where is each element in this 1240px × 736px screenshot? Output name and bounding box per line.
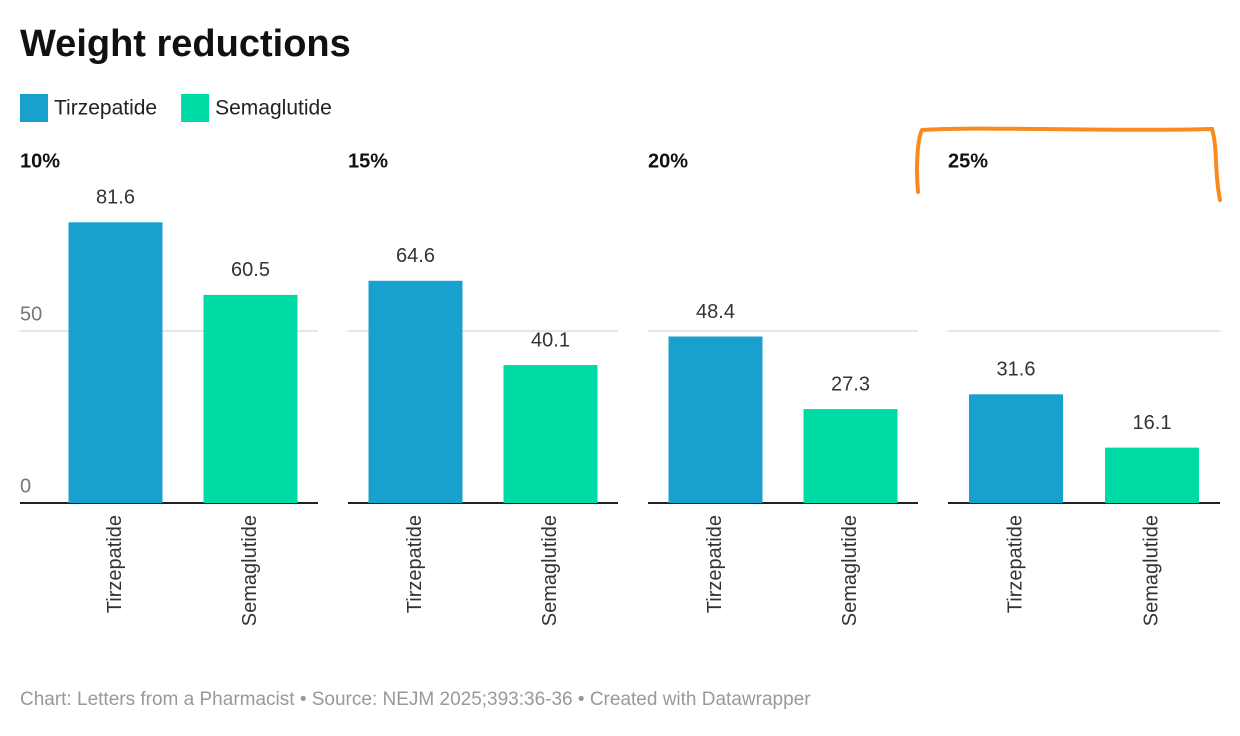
- x-tick-label: Tirzepatide: [704, 515, 726, 613]
- x-tick-label: Tirzepatide: [404, 515, 426, 613]
- bar: [1105, 447, 1199, 503]
- value-label: 16.1: [1133, 412, 1172, 434]
- value-label: 31.6: [997, 359, 1036, 381]
- panel-title: 10%: [20, 150, 60, 172]
- legend-label: Tirzepatide: [54, 97, 157, 120]
- value-label: 27.3: [831, 373, 870, 395]
- bar: [969, 394, 1063, 503]
- bar: [68, 222, 163, 503]
- bar: [803, 409, 898, 503]
- bar: [668, 336, 763, 503]
- x-tick-label: Tirzepatide: [104, 515, 126, 613]
- y-tick-label: 50: [20, 303, 42, 325]
- x-tick-label: Semaglutide: [839, 515, 861, 626]
- panel-title: 25%: [948, 150, 988, 172]
- value-label: 81.6: [96, 187, 135, 209]
- value-label: 40.1: [531, 329, 570, 351]
- value-label: 48.4: [696, 301, 735, 323]
- value-label: 60.5: [231, 259, 270, 281]
- bar: [203, 294, 298, 503]
- x-tick-label: Semaglutide: [1140, 515, 1162, 626]
- legend-label: Semaglutide: [215, 97, 332, 120]
- bar: [503, 365, 598, 503]
- legend-swatch: [181, 94, 210, 122]
- value-label: 64.6: [396, 245, 435, 267]
- bar: [368, 280, 463, 503]
- highlight-annotation: [915, 126, 1222, 202]
- x-tick-label: Semaglutide: [539, 515, 561, 626]
- legend-swatch: [20, 94, 48, 122]
- x-tick-label: Tirzepatide: [1004, 515, 1026, 613]
- chart-title: Weight reductions: [20, 23, 351, 65]
- y-tick-label: 0: [20, 475, 31, 497]
- panel-title: 15%: [348, 150, 388, 172]
- panel-title: 20%: [648, 150, 688, 172]
- x-tick-label: Semaglutide: [239, 515, 261, 626]
- source-note: Chart: Letters from a Pharmacist • Sourc…: [20, 689, 811, 710]
